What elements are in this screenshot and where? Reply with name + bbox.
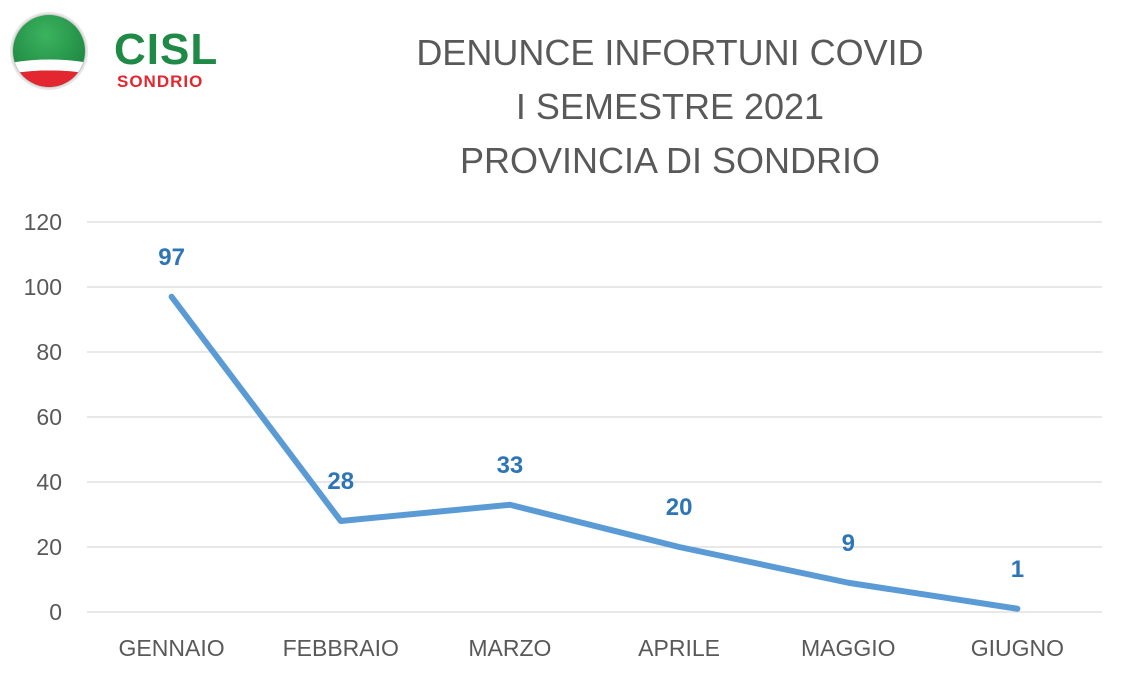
x-tick-label: APRILE bbox=[638, 635, 720, 661]
logo-name: CISL bbox=[114, 25, 219, 74]
y-tick-label: 40 bbox=[36, 469, 62, 495]
x-tick-label: FEBBRAIO bbox=[283, 635, 399, 661]
data-label: 97 bbox=[158, 244, 185, 271]
chart-title-line-1: DENUNCE INFORTUNI COVID bbox=[416, 32, 924, 73]
y-tick-label: 100 bbox=[24, 274, 62, 300]
data-label: 20 bbox=[666, 494, 693, 521]
chart-title: DENUNCE INFORTUNI COVID I SEMESTRE 2021 … bbox=[300, 26, 1040, 188]
x-tick-label: MARZO bbox=[468, 635, 551, 661]
logo-subtitle: SONDRIO bbox=[117, 72, 204, 91]
x-tick-label: GENNAIO bbox=[119, 635, 225, 661]
data-label: 9 bbox=[842, 530, 855, 557]
y-axis-ticks: 0 20 40 60 80 100 120 bbox=[24, 209, 62, 625]
x-axis-ticks: GENNAIO FEBBRAIO MARZO APRILE MAGGIO GIUGNO bbox=[119, 635, 1065, 661]
y-tick-label: 0 bbox=[49, 599, 62, 625]
y-tick-label: 20 bbox=[36, 534, 62, 560]
chart-title-line-3: PROVINCIA DI SONDRIO bbox=[459, 140, 881, 181]
cisl-logo: CISL SONDRIO bbox=[10, 8, 220, 98]
data-label: 33 bbox=[497, 452, 524, 479]
series-layer bbox=[168, 293, 1021, 612]
x-tick-label: GIUGNO bbox=[971, 635, 1064, 661]
data-label: 28 bbox=[327, 468, 354, 495]
data-labels: 97 28 33 20 9 1 bbox=[158, 244, 1024, 583]
cisl-emblem-icon bbox=[10, 12, 88, 90]
x-tick-label: MAGGIO bbox=[801, 635, 896, 661]
chart-title-line-2: I SEMESTRE 2021 bbox=[515, 86, 825, 127]
y-tick-label: 60 bbox=[36, 404, 62, 430]
y-tick-label: 80 bbox=[36, 339, 62, 365]
series-line bbox=[168, 293, 1021, 612]
y-tick-label: 120 bbox=[24, 209, 62, 235]
data-label: 1 bbox=[1011, 556, 1024, 583]
gridlines bbox=[87, 221, 1102, 613]
